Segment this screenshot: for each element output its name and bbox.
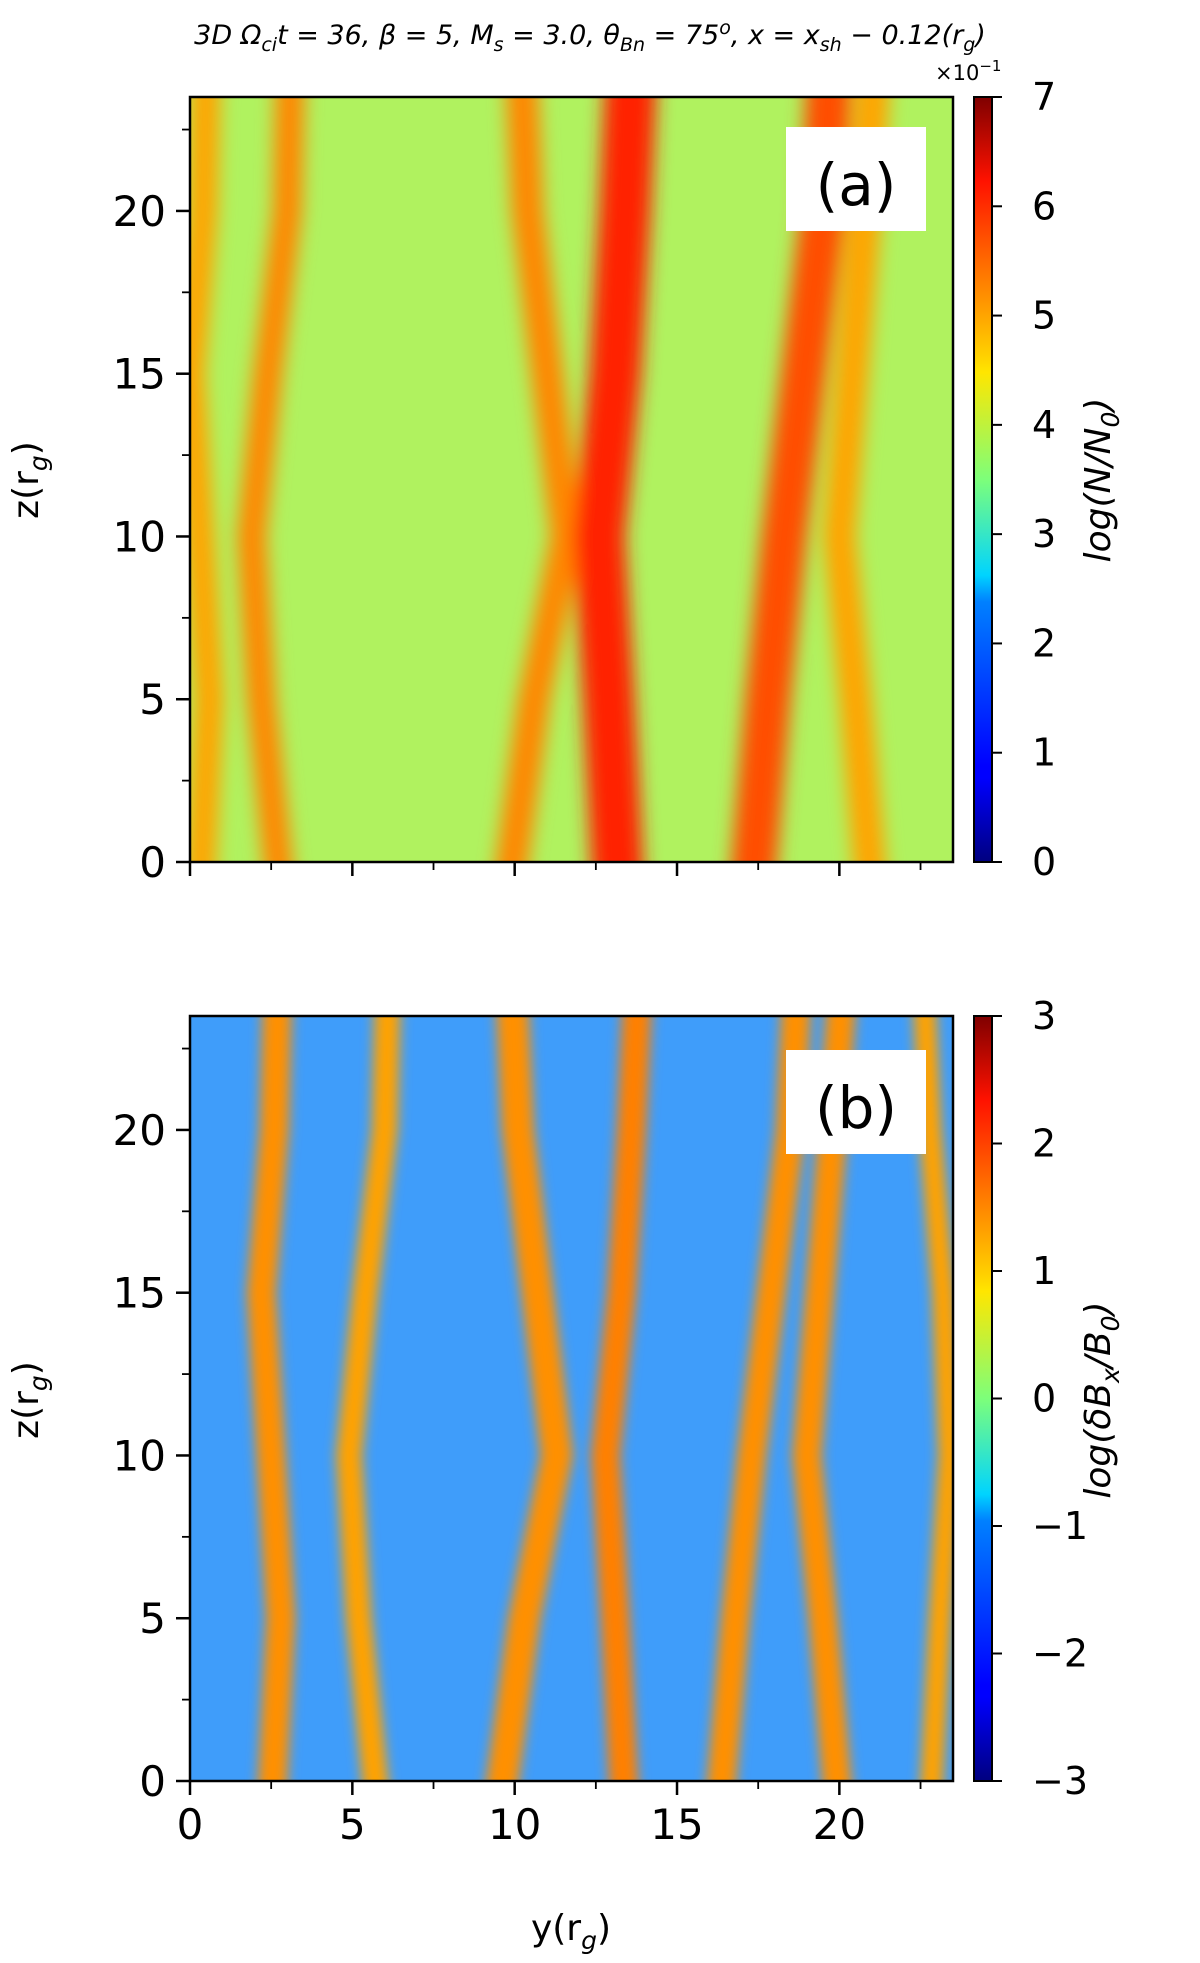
colorbar-tick-label: 1 bbox=[1032, 731, 1056, 775]
y-tick-label: 10 bbox=[113, 1431, 166, 1480]
colorbar-tick-label: 7 bbox=[1032, 75, 1056, 119]
colorbar-tick-label: 4 bbox=[1032, 403, 1056, 447]
heatmap-filament bbox=[246, 1016, 296, 1781]
panel-b-field bbox=[246, 1016, 953, 1781]
panel-a-field bbox=[190, 97, 890, 862]
panel-b-axes: 0 5 10 15 20 0 5 10 15 20 bbox=[113, 1047, 922, 1849]
colorbar-tick-label: 0 bbox=[1032, 840, 1056, 884]
heatmap-filament bbox=[237, 97, 305, 862]
colorbar-tick-label: 5 bbox=[1032, 294, 1056, 338]
panel-b-colorbar bbox=[973, 1015, 993, 1782]
x-tick-label: 5 bbox=[339, 1800, 366, 1849]
y-tick-label: 20 bbox=[113, 1106, 166, 1155]
y-tick-label: 0 bbox=[139, 838, 166, 887]
panel-b-label: (b) bbox=[815, 1074, 897, 1142]
y-tick-label: 10 bbox=[113, 512, 166, 561]
panel-b-label-box bbox=[786, 1050, 926, 1154]
x-tick-label: 15 bbox=[650, 1800, 703, 1849]
x-tick-label: 0 bbox=[177, 1800, 204, 1849]
panel-a: (a) 0 5 10 15 20 z(rg) 0 1 2 3 4 5 6 7 ×10−1 log(N/… bbox=[6, 57, 1125, 887]
heatmap-filament bbox=[591, 1016, 652, 1781]
heatmap-filament bbox=[731, 97, 851, 862]
y-tick-label: 15 bbox=[113, 1269, 166, 1318]
panel-b-ylabel: z(rg) bbox=[6, 1361, 53, 1439]
figure-suptitle: 3D Ωcit = 36, β = 5, Ms = 3.0, θBn = 75o… bbox=[194, 17, 986, 56]
panel-a-axes: 0 5 10 15 20 bbox=[113, 128, 922, 887]
heatmap-filament bbox=[913, 1016, 953, 1781]
heatmap-filament bbox=[496, 97, 583, 862]
panel-a-colorbar-ticks: 0 1 2 3 4 5 6 7 bbox=[992, 75, 1056, 884]
x-tick-label: 10 bbox=[488, 1800, 541, 1849]
colorbar-tick-label: 3 bbox=[1032, 512, 1056, 556]
y-tick-label: 0 bbox=[139, 1757, 166, 1806]
colorbar-tick-label: 0 bbox=[1032, 1377, 1056, 1421]
heatmap-filament bbox=[336, 1016, 401, 1781]
panel-b-xlabel: y(rg) bbox=[531, 1908, 611, 1955]
heatmap-filament bbox=[823, 97, 890, 862]
colorbar-tick-label: 1 bbox=[1032, 1249, 1056, 1293]
colorbar-tick-label: 2 bbox=[1032, 1122, 1056, 1166]
colorbar-tick-label: −1 bbox=[1032, 1504, 1088, 1548]
y-tick-label: 20 bbox=[113, 187, 166, 236]
panel-a-label: (a) bbox=[816, 151, 897, 219]
heatmap-filament bbox=[486, 1016, 574, 1781]
y-tick-label: 15 bbox=[113, 350, 166, 399]
y-tick-label: 5 bbox=[139, 1594, 166, 1643]
panel-a-frame bbox=[188, 95, 955, 864]
heatmap-filament bbox=[707, 1016, 811, 1781]
colorbar-tick-label: 3 bbox=[1032, 994, 1056, 1038]
colorbar-tick-label: 6 bbox=[1032, 184, 1056, 228]
colorbar-tick-label: −2 bbox=[1032, 1632, 1088, 1676]
heatmap-filament bbox=[792, 1016, 856, 1781]
panel-b-colorbar-ticks: −3 −2 −1 0 1 2 3 bbox=[992, 994, 1088, 1803]
panel-b-frame bbox=[188, 1014, 955, 1783]
colorbar-tick-label: 2 bbox=[1032, 621, 1056, 665]
panel-a-colorbar-label: log(N/N0) bbox=[1078, 398, 1125, 563]
panel-b-colorbar-label: log(δBx/B0) bbox=[1078, 1301, 1125, 1498]
panel-a-ylabel: z(rg) bbox=[6, 441, 53, 519]
panel-a-label-box bbox=[786, 127, 926, 231]
heatmap-filament bbox=[573, 97, 657, 862]
panel-a-colorbar bbox=[973, 96, 993, 863]
x-tick-label: 20 bbox=[813, 1800, 866, 1849]
y-tick-label: 5 bbox=[139, 675, 166, 724]
colorbar-tick-label: −3 bbox=[1032, 1759, 1088, 1803]
panel-a-colorbar-offset: ×10−1 bbox=[935, 57, 1001, 85]
heatmap-filament bbox=[190, 97, 225, 862]
